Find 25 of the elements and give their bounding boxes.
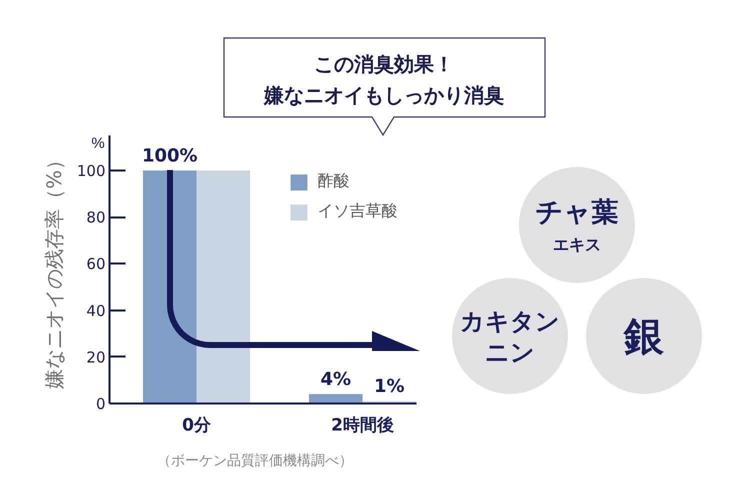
- y-axis-title: 嫌なニオイの残存率（%）: [42, 150, 66, 389]
- bar: [196, 170, 250, 404]
- text: チャ葉: [536, 197, 618, 227]
- x-tick-label: 2時間後: [331, 416, 394, 436]
- data-label: 4%: [320, 369, 352, 390]
- text: 嫌なニオイもしっかり消臭: [263, 85, 504, 107]
- y-tick-label: 0: [96, 395, 106, 413]
- y-tick-label: 60: [86, 255, 106, 274]
- legend-label: イソ吉草酸: [318, 201, 398, 222]
- x-tick-label: 0分: [182, 416, 212, 436]
- y-tick-label: 100: [76, 162, 106, 180]
- text: カキタンニン: [460, 308, 560, 366]
- text: この消臭効果！: [314, 53, 454, 76]
- y-tick-label: 80: [86, 208, 106, 227]
- data-label: 1%: [374, 376, 405, 398]
- legend-label: 酢酸: [318, 171, 350, 192]
- bar: [143, 170, 196, 404]
- y-tick-label: 20: [86, 348, 106, 366]
- data-label: 100%: [142, 145, 198, 166]
- y-tick-label: 40: [86, 302, 106, 320]
- text: %: [91, 134, 105, 152]
- bar: [309, 394, 362, 404]
- text: エキス: [553, 236, 601, 254]
- text: 銀: [623, 315, 665, 359]
- text: （ボーケン品質評価機構調べ）: [157, 452, 353, 468]
